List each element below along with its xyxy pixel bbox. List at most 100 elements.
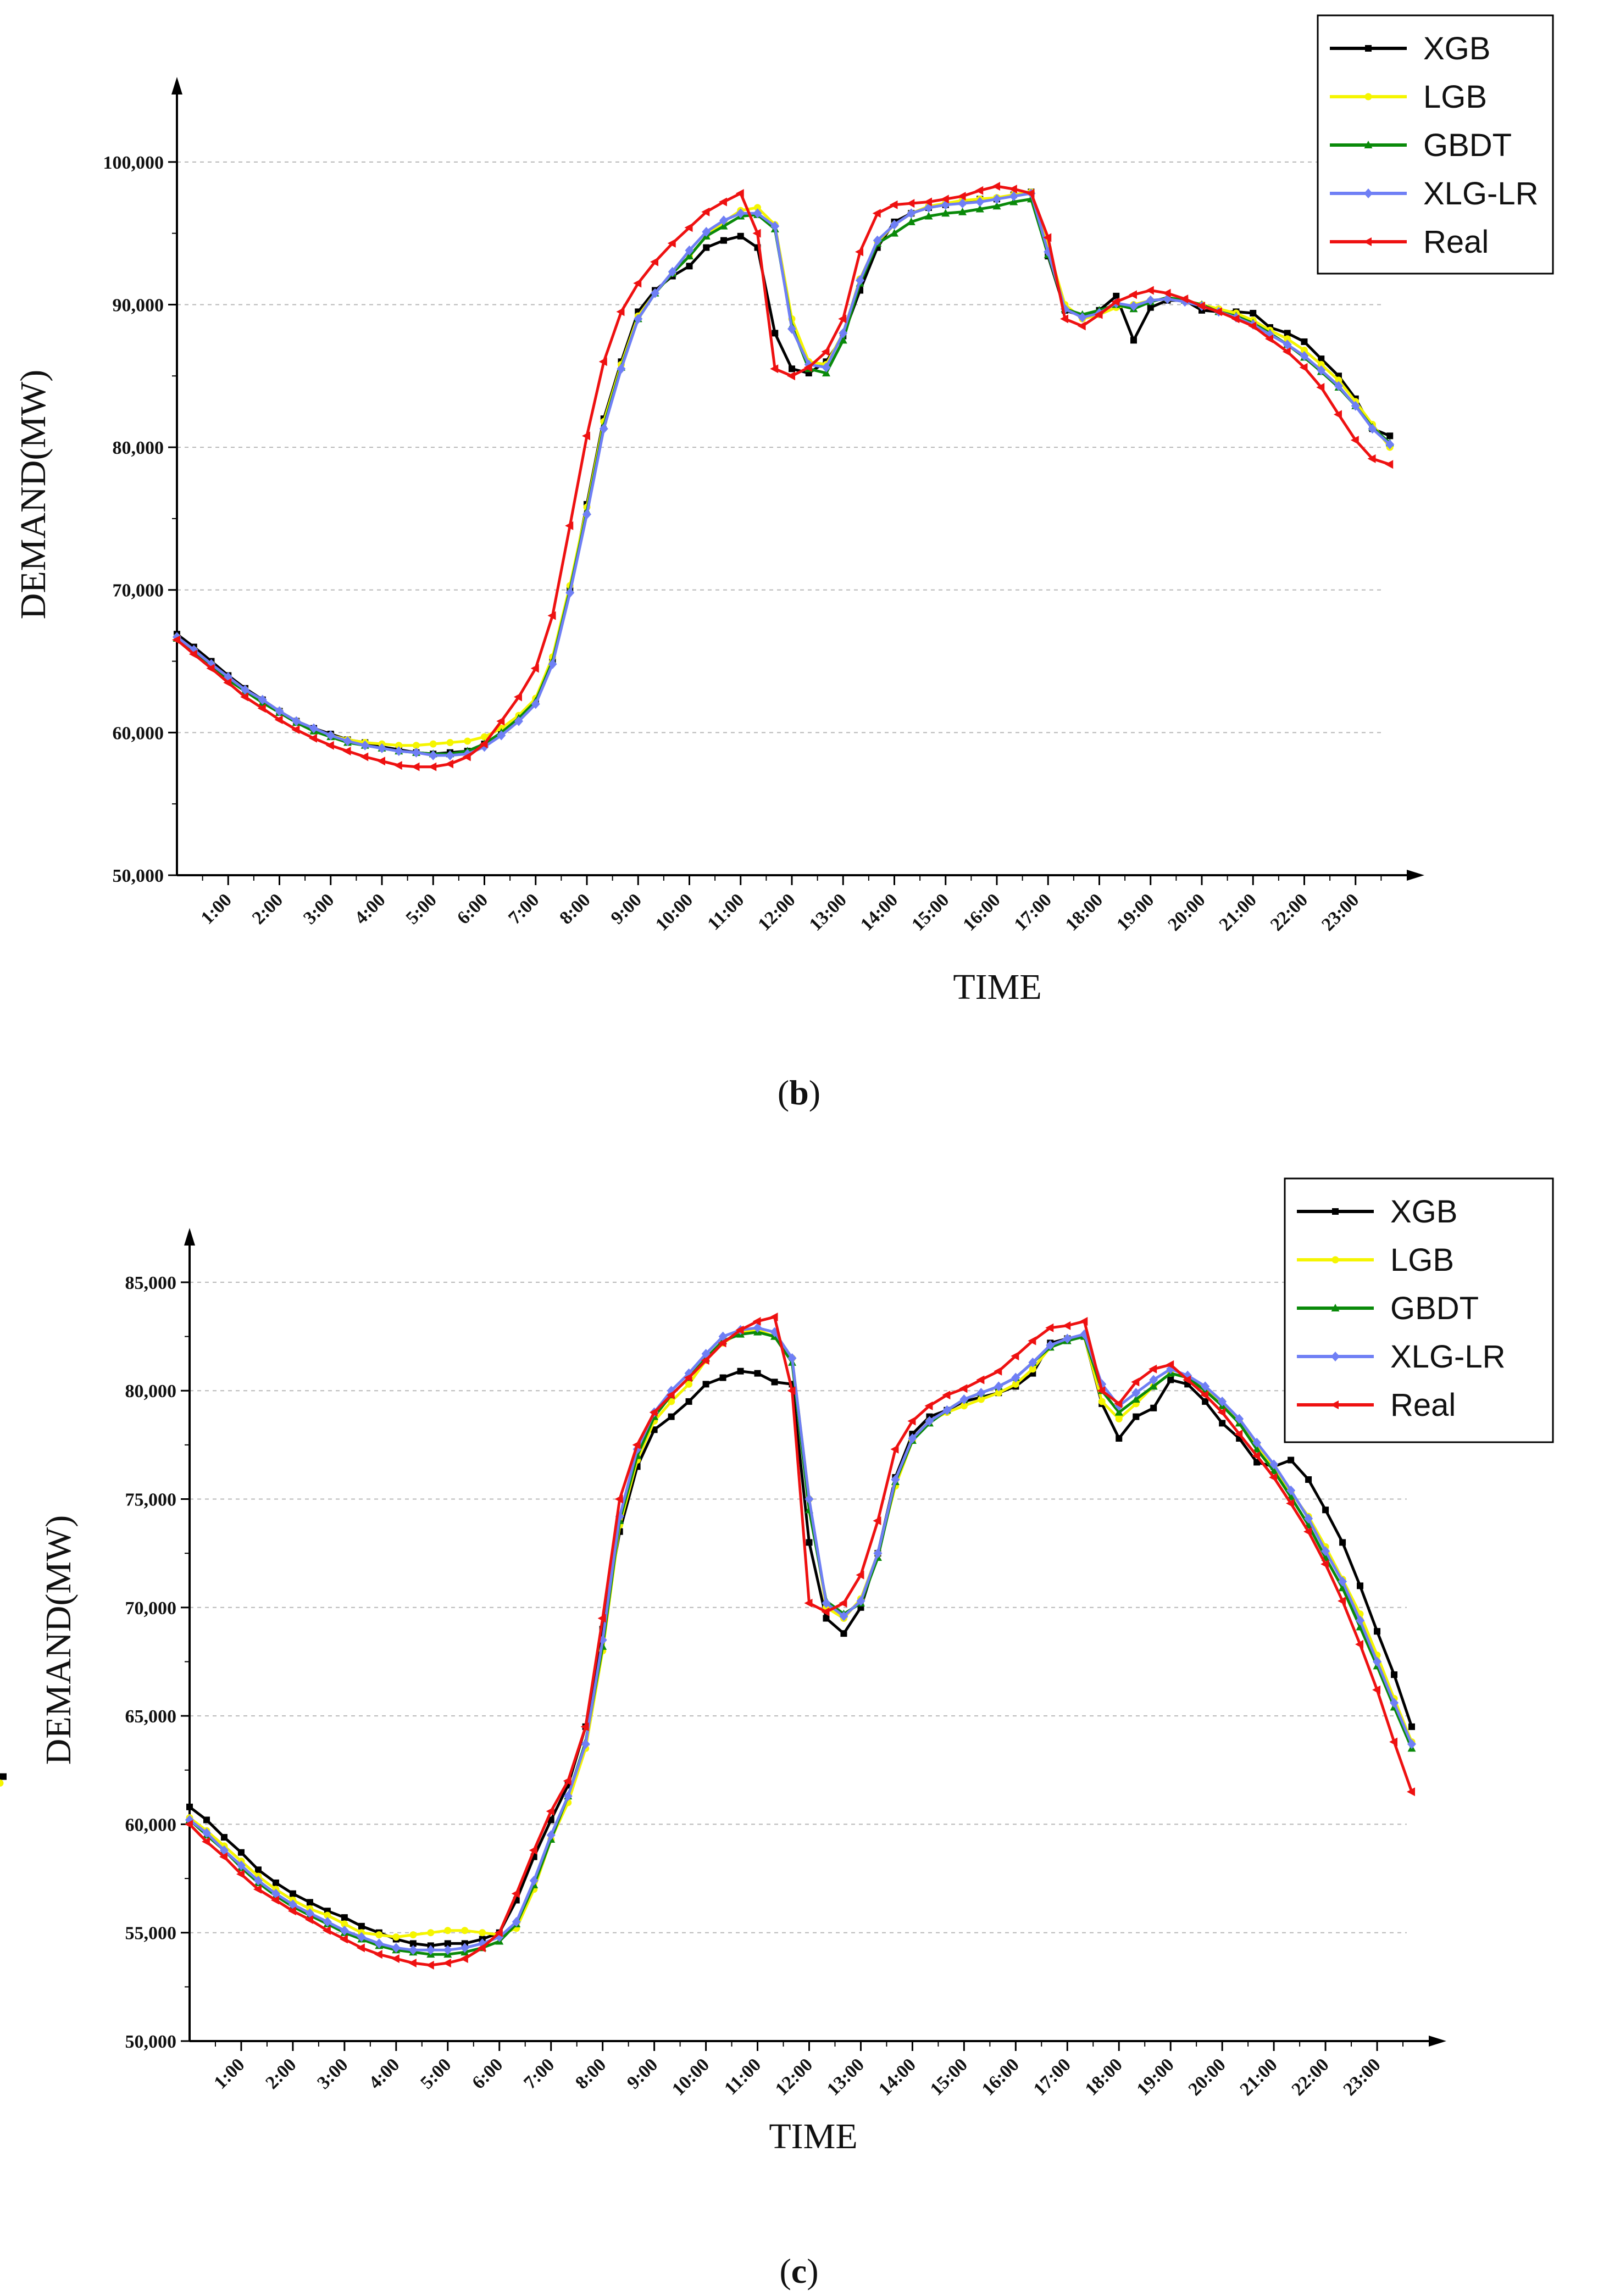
data-point — [1252, 1451, 1261, 1460]
data-point — [1028, 1357, 1037, 1367]
data-point — [719, 1374, 726, 1381]
data-point — [959, 1394, 969, 1404]
data-point — [685, 1398, 692, 1405]
data-point — [804, 1598, 813, 1608]
legend-marker — [1331, 1256, 1339, 1264]
data-point — [464, 737, 471, 745]
data-point — [408, 1945, 418, 1955]
data-point — [924, 1401, 933, 1410]
data-point — [219, 1852, 228, 1861]
data-point — [339, 1934, 348, 1944]
data-point — [1116, 1435, 1123, 1442]
data-point — [563, 1791, 573, 1802]
data-point — [548, 659, 557, 669]
data-point — [821, 1607, 830, 1616]
data-point — [291, 725, 300, 735]
data-point — [322, 1926, 331, 1935]
data-point — [375, 1931, 383, 1939]
legend-marker — [1364, 141, 1373, 148]
data-point — [565, 521, 574, 530]
data-point — [1284, 330, 1291, 337]
data-point — [649, 1408, 658, 1417]
data-point — [1303, 1527, 1312, 1536]
data-point — [580, 1722, 589, 1731]
legend-label: GBDT — [1423, 127, 1512, 163]
x-axis-title: TIME — [769, 2116, 857, 2156]
data-point — [1372, 1685, 1381, 1694]
gridlines — [177, 161, 1385, 733]
data-point — [1045, 1323, 1054, 1332]
data-point — [547, 611, 556, 620]
legend-item-xlg-lr: XLG-LR — [1330, 176, 1539, 212]
data-point — [617, 364, 626, 374]
data-point — [754, 1370, 761, 1377]
data-point — [186, 1803, 193, 1810]
data-point — [0, 1779, 4, 1787]
data-point — [787, 1386, 796, 1396]
x-tick-label: 16:00 — [959, 890, 1004, 935]
legend-item-real: Real — [1330, 224, 1489, 260]
x-tick-label: 5:00 — [402, 890, 441, 928]
data-point — [1113, 292, 1120, 299]
data-point — [340, 1925, 349, 1936]
legend-marker — [1331, 1352, 1340, 1361]
x-tick-label: 4:00 — [365, 2054, 403, 2093]
data-point — [822, 369, 830, 377]
x-tick-label: 1:00 — [210, 2054, 248, 2093]
data-point — [1374, 1628, 1381, 1635]
x-tick-label: 19:00 — [1133, 2054, 1178, 2099]
series-line — [176, 192, 1391, 757]
data-point — [1252, 1437, 1262, 1448]
data-point — [1234, 1430, 1243, 1439]
data-point — [718, 1331, 728, 1342]
data-point — [1248, 321, 1257, 331]
data-point — [616, 307, 625, 316]
data-point — [529, 1876, 539, 1886]
data-point — [1317, 365, 1326, 375]
data-point — [219, 1845, 229, 1855]
data-point — [976, 1388, 986, 1398]
data-point — [703, 244, 710, 251]
data-point — [308, 733, 317, 743]
data-point — [444, 1940, 451, 1947]
data-point — [309, 723, 318, 733]
data-point — [822, 362, 831, 373]
data-point — [305, 1908, 314, 1919]
data-point — [272, 1879, 279, 1886]
data-point — [598, 357, 607, 366]
y-tick-label: 55,000 — [125, 1923, 177, 1944]
data-point — [288, 1899, 297, 1910]
data-point — [1043, 233, 1052, 242]
data-point — [856, 1570, 864, 1580]
y-tick-label: 100,000 — [103, 153, 164, 173]
data-point — [1009, 197, 1018, 205]
x-tick-label: 13:00 — [806, 890, 851, 935]
y-tick-label: 60,000 — [125, 1815, 177, 1835]
data-point — [1301, 338, 1308, 345]
data-point — [906, 199, 915, 208]
data-point — [1149, 1382, 1158, 1390]
data-point — [494, 1928, 503, 1937]
panel-label: (c) — [779, 2251, 818, 2291]
legend-label: XLG-LR — [1423, 176, 1539, 212]
data-point — [254, 1866, 262, 1874]
data-point — [1202, 1398, 1209, 1405]
data-point — [821, 347, 830, 357]
data-point — [976, 1375, 985, 1385]
data-point — [994, 1381, 1003, 1392]
series-real — [172, 181, 1394, 771]
data-point — [1166, 1360, 1174, 1369]
y-tick-label: 50,000 — [125, 2032, 177, 2052]
data-point — [511, 1889, 520, 1898]
series-lgb — [0, 1326, 1416, 1941]
data-point — [1334, 381, 1343, 391]
data-point — [1131, 1395, 1140, 1403]
data-point — [960, 1402, 968, 1410]
data-point — [1197, 302, 1205, 311]
legend-marker — [1363, 237, 1372, 246]
data-point — [1406, 1787, 1415, 1797]
data-point — [856, 275, 865, 286]
data-point — [1162, 288, 1171, 298]
data-point — [1097, 1386, 1106, 1396]
